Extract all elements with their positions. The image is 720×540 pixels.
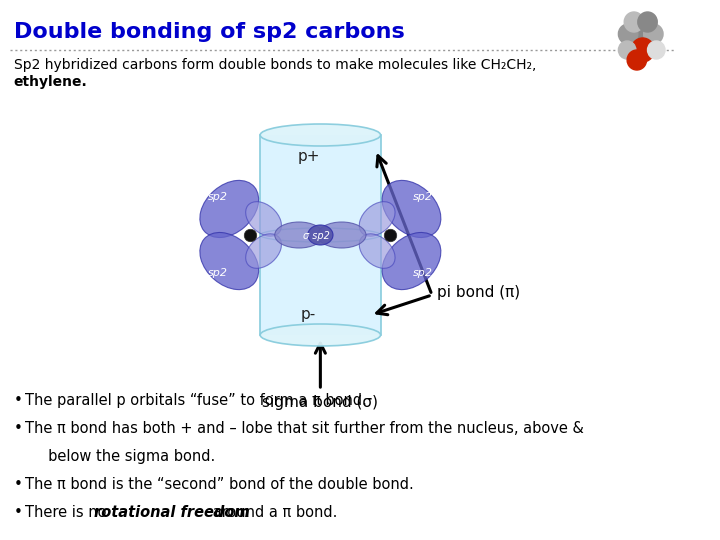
Text: p-: p-: [301, 307, 316, 322]
Bar: [260, 135, 381, 335]
Text: Double bonding of sp2 carbons: Double bonding of sp2 carbons: [14, 22, 405, 42]
Text: sp2: sp2: [413, 268, 433, 278]
Text: The parallel p orbitals “fuse” to form a π bond.: The parallel p orbitals “fuse” to form a…: [25, 393, 367, 408]
Ellipse shape: [359, 201, 395, 236]
Ellipse shape: [246, 201, 282, 236]
Text: The π bond has both + and – lobe that sit further from the nucleus, above &: The π bond has both + and – lobe that si…: [25, 421, 584, 436]
Text: below the sigma bond.: below the sigma bond.: [25, 449, 215, 464]
Text: sp2: sp2: [207, 268, 228, 278]
Ellipse shape: [382, 233, 441, 289]
Text: •: •: [14, 421, 22, 436]
Circle shape: [628, 27, 653, 53]
Text: •: •: [14, 505, 22, 520]
Text: The π bond is the “second” bond of the double bond.: The π bond is the “second” bond of the d…: [25, 477, 414, 492]
Text: sigma bond (σ): sigma bond (σ): [262, 395, 379, 410]
Ellipse shape: [307, 225, 333, 245]
Text: p+: p+: [297, 150, 320, 165]
Ellipse shape: [200, 180, 258, 238]
Circle shape: [647, 41, 665, 59]
Ellipse shape: [359, 234, 395, 268]
Ellipse shape: [200, 233, 258, 289]
Text: sp2: sp2: [413, 192, 433, 202]
Text: around a π bond.: around a π bond.: [207, 505, 337, 520]
Circle shape: [618, 41, 636, 59]
Circle shape: [631, 38, 654, 62]
Text: ethylene.: ethylene.: [14, 75, 87, 89]
Text: sp2: sp2: [207, 192, 228, 202]
Circle shape: [618, 24, 638, 44]
Text: •: •: [14, 393, 22, 408]
Circle shape: [638, 12, 657, 32]
Text: pi bond (π): pi bond (π): [437, 286, 520, 300]
Circle shape: [624, 12, 644, 32]
Ellipse shape: [275, 222, 323, 248]
Text: rotational freedom: rotational freedom: [94, 505, 250, 520]
Text: •: •: [14, 477, 22, 492]
Text: There is no: There is no: [25, 505, 112, 520]
Ellipse shape: [260, 324, 381, 346]
Ellipse shape: [318, 222, 366, 248]
Circle shape: [644, 24, 663, 44]
Ellipse shape: [246, 234, 282, 268]
Text: Sp2 hybridized carbons form double bonds to make molecules like CH₂CH₂,: Sp2 hybridized carbons form double bonds…: [14, 58, 536, 72]
Text: σ sp2: σ sp2: [303, 231, 330, 241]
Ellipse shape: [260, 124, 381, 146]
Circle shape: [627, 50, 647, 70]
Ellipse shape: [382, 180, 441, 238]
